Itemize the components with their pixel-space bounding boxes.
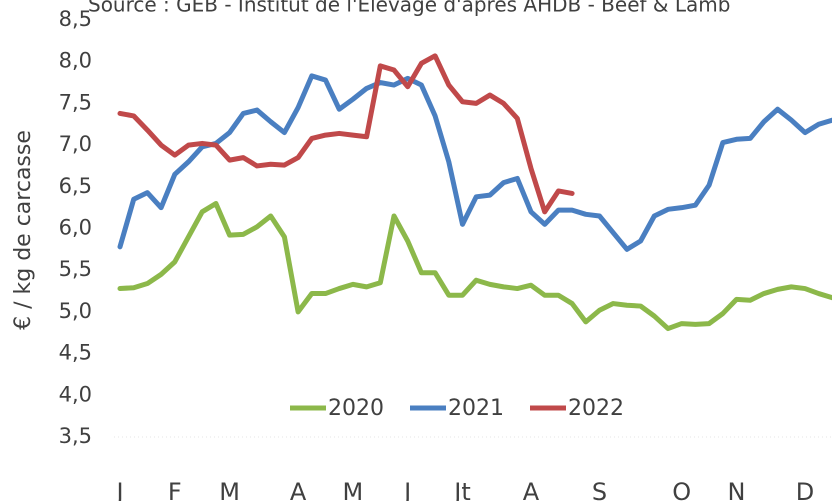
y-tick-label: 5,0 [59, 299, 92, 323]
legend-label: 2020 [328, 396, 384, 421]
x-tick-label: J [114, 478, 123, 501]
x-tick-label: O [672, 478, 691, 501]
series-line [117, 73, 832, 252]
y-tick-label: 7,0 [59, 132, 92, 156]
x-tick-label: F [168, 478, 182, 501]
x-tick-label: S [592, 478, 607, 501]
x-tick-label: D [796, 478, 814, 501]
series-line [117, 200, 832, 332]
legend-label: 2022 [568, 396, 624, 421]
y-tick-label: 5,5 [59, 257, 92, 281]
x-tick-label: Jt [452, 478, 471, 501]
x-tick-label: A [523, 478, 540, 501]
chart-title: Source : GEB - Institut de l'Elevage d'a… [88, 0, 730, 17]
y-tick-label: 4,0 [59, 382, 92, 406]
y-tick-label: 6,0 [59, 216, 92, 240]
y-tick-label: 3,5 [59, 424, 92, 448]
legend-label: 2021 [448, 396, 504, 421]
y-tick-label: 8,0 [59, 49, 92, 73]
x-tick-label: J [402, 478, 411, 501]
x-tick-label: A [290, 478, 307, 501]
x-tick-label: N [728, 478, 746, 501]
x-tick-label: M [343, 478, 364, 501]
y-tick-label: 8,5 [59, 7, 92, 31]
y-tick-label: 4,5 [59, 341, 92, 365]
y-axis-label: € / kg de carcasse [11, 130, 36, 330]
y-tick-label: 7,5 [59, 90, 92, 114]
series-line [117, 53, 575, 215]
y-tick-label: 6,5 [59, 174, 92, 198]
x-tick-label: M [219, 478, 240, 501]
